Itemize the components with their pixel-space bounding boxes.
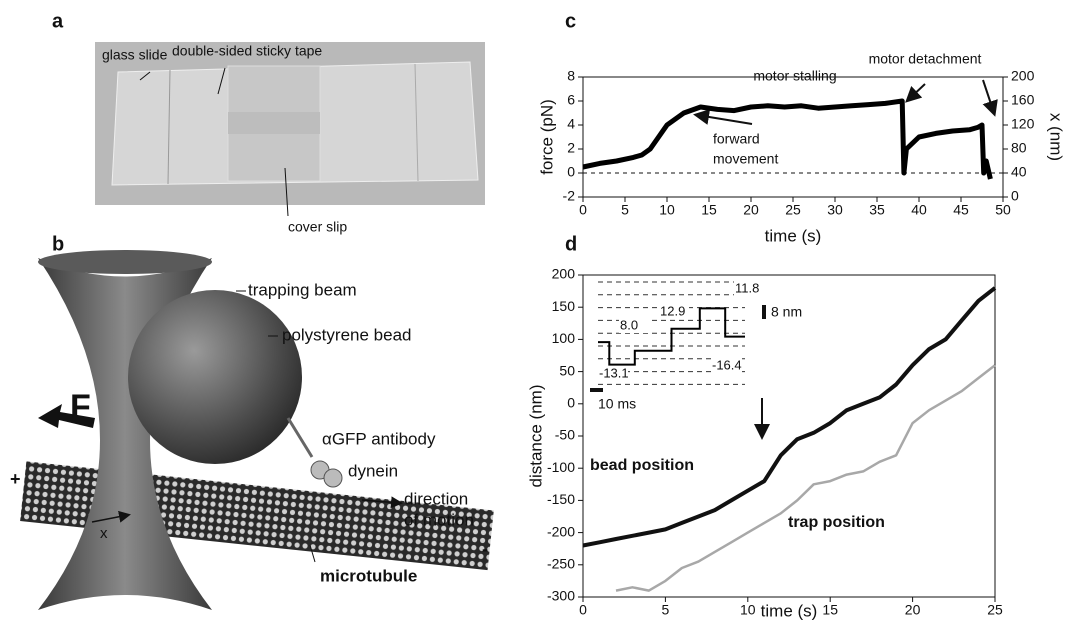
panel-a-photo xyxy=(95,42,485,217)
scale-bar-y xyxy=(762,305,766,319)
step-label: 12.9 xyxy=(660,303,685,318)
label-bg xyxy=(734,281,764,296)
label-bg xyxy=(659,304,689,319)
scale-label: 8 nm xyxy=(771,304,802,320)
y-tick-label: 200 xyxy=(552,266,576,282)
x-tick-label: 20 xyxy=(743,202,759,218)
step-label: -13.1 xyxy=(599,365,629,380)
x-tick-label: 50 xyxy=(995,202,1011,218)
x-tick-label: 25 xyxy=(785,202,801,218)
label-bg xyxy=(619,318,649,333)
illustration-label: microtubule xyxy=(320,566,417,585)
y2-tick-label: 40 xyxy=(1011,164,1027,180)
label-bg xyxy=(711,358,741,373)
annotation: forward xyxy=(713,131,760,147)
y-tick-label: 150 xyxy=(552,298,576,314)
series-label: trap position xyxy=(788,514,885,531)
y-tick-label: -300 xyxy=(547,588,575,604)
panel-label: a xyxy=(52,10,64,32)
x-tick-label: 40 xyxy=(911,202,927,218)
x-tick-label: 15 xyxy=(701,202,717,218)
illustration-label: + xyxy=(10,469,21,489)
illustration-label: F xyxy=(70,388,91,426)
y-axis-label: force (pN) xyxy=(537,99,556,175)
y-tick-label: -50 xyxy=(555,427,575,443)
y-tick-label: 8 xyxy=(567,68,575,84)
illustration-label: trapping beam xyxy=(248,280,357,299)
photo-label: glass slide xyxy=(102,47,168,63)
illustration-label: αGFP antibody xyxy=(322,429,436,448)
annotation-arrows xyxy=(693,79,998,440)
illustration-label: direction xyxy=(404,489,468,508)
data-line xyxy=(582,98,993,180)
x-tick-label: 20 xyxy=(905,602,921,618)
data-line xyxy=(582,286,997,548)
x-tick-label: 45 xyxy=(953,202,969,218)
y-tick-label: 100 xyxy=(552,330,576,346)
x-tick-label: 10 xyxy=(659,202,675,218)
x-tick-label: 5 xyxy=(621,202,629,218)
annotation: motor detachment xyxy=(869,51,982,67)
panel-label: c xyxy=(565,10,576,32)
illustration-label: - xyxy=(482,539,488,559)
y2-tick-label: 200 xyxy=(1011,68,1035,84)
illustration-label: polystyrene bead xyxy=(282,325,411,344)
step-label: 8.0 xyxy=(620,317,638,332)
data-line xyxy=(615,364,996,592)
annotation: movement xyxy=(713,151,778,167)
y2-axis-label: x (nm) xyxy=(1047,113,1066,161)
illustration-label: dynein xyxy=(348,461,398,480)
y-tick-label: 0 xyxy=(567,164,575,180)
x-axis-label: time (s) xyxy=(765,226,822,245)
y-tick-label: 4 xyxy=(567,116,575,132)
illustration-label: of motion xyxy=(404,510,474,529)
y2-tick-label: 0 xyxy=(1011,188,1019,204)
x-tick-label: 0 xyxy=(579,602,587,618)
scale-label: 10 ms xyxy=(598,396,636,412)
step-trace xyxy=(598,307,745,366)
series-label: bead position xyxy=(590,457,694,474)
y-tick-label: -250 xyxy=(547,556,575,572)
y2-tick-label: 80 xyxy=(1011,140,1027,156)
x-tick-label: 5 xyxy=(662,602,670,618)
step-label: -16.4 xyxy=(712,357,742,372)
y2-tick-label: 160 xyxy=(1011,92,1035,108)
photo-label: cover slip xyxy=(288,219,347,235)
x-tick-label: 30 xyxy=(827,202,843,218)
y-tick-label: -100 xyxy=(547,459,575,475)
panel-label: b xyxy=(52,233,64,255)
y-tick-label: 0 xyxy=(567,395,575,411)
x-tick-label: 15 xyxy=(822,602,838,618)
illustration-label: x xyxy=(100,525,108,542)
y-tick-label: 2 xyxy=(567,140,575,156)
x-axis-label: time (s) xyxy=(761,601,818,620)
y-tick-label: -2 xyxy=(563,188,576,204)
scale-bar-x xyxy=(590,388,603,392)
annotation: motor stalling xyxy=(753,68,836,84)
y2-tick-label: 120 xyxy=(1011,116,1035,132)
x-tick-label: 25 xyxy=(987,602,1003,618)
x-tick-label: 10 xyxy=(740,602,756,618)
label-bg xyxy=(598,366,628,381)
y-tick-label: -150 xyxy=(547,491,575,507)
step-label: 11.8 xyxy=(735,280,759,295)
y-tick-label: 50 xyxy=(559,362,575,378)
plot-frame xyxy=(582,76,1004,198)
panel-b-illustration xyxy=(20,250,494,610)
y-axis-label: distance (nm) xyxy=(526,385,545,488)
y-tick-label: -200 xyxy=(547,523,575,539)
y-tick-label: 6 xyxy=(567,92,575,108)
panel-label: d xyxy=(565,233,577,255)
x-tick-label: 0 xyxy=(579,202,587,218)
photo-label: double-sided sticky tape xyxy=(172,43,322,59)
x-tick-label: 35 xyxy=(869,202,885,218)
